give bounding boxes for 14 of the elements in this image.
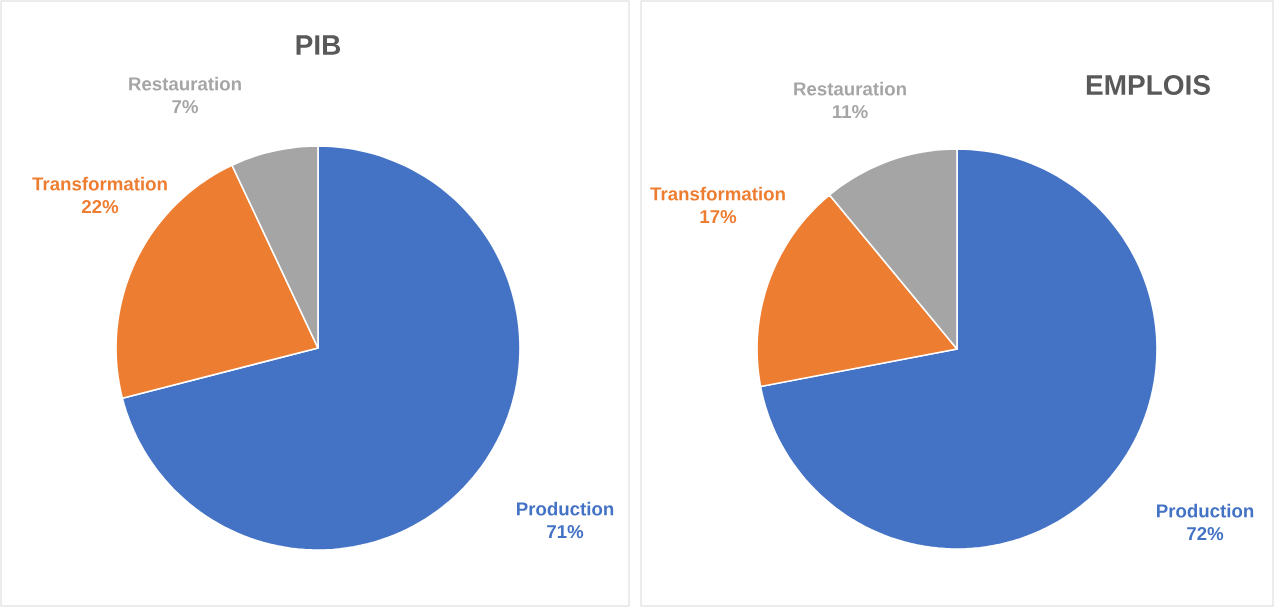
data-label: 71% bbox=[547, 525, 584, 539]
chart-title: PIB bbox=[296, 35, 341, 55]
data-label: 72% bbox=[1187, 526, 1224, 541]
data-label: 17% bbox=[700, 210, 737, 224]
slice-label: Transformation bbox=[650, 186, 785, 201]
data-label: 22% bbox=[81, 199, 119, 214]
chart-title: EMPLOIS bbox=[1086, 75, 1210, 95]
data-label: 7% bbox=[172, 100, 198, 114]
slice-label: Transformation bbox=[32, 176, 167, 191]
data-label: 11% bbox=[833, 105, 868, 119]
slice-label: Production bbox=[1157, 503, 1254, 518]
slice-label: Restauration bbox=[794, 81, 906, 96]
slice-label: Restauration bbox=[129, 76, 241, 91]
slice-label: Production bbox=[517, 501, 614, 516]
